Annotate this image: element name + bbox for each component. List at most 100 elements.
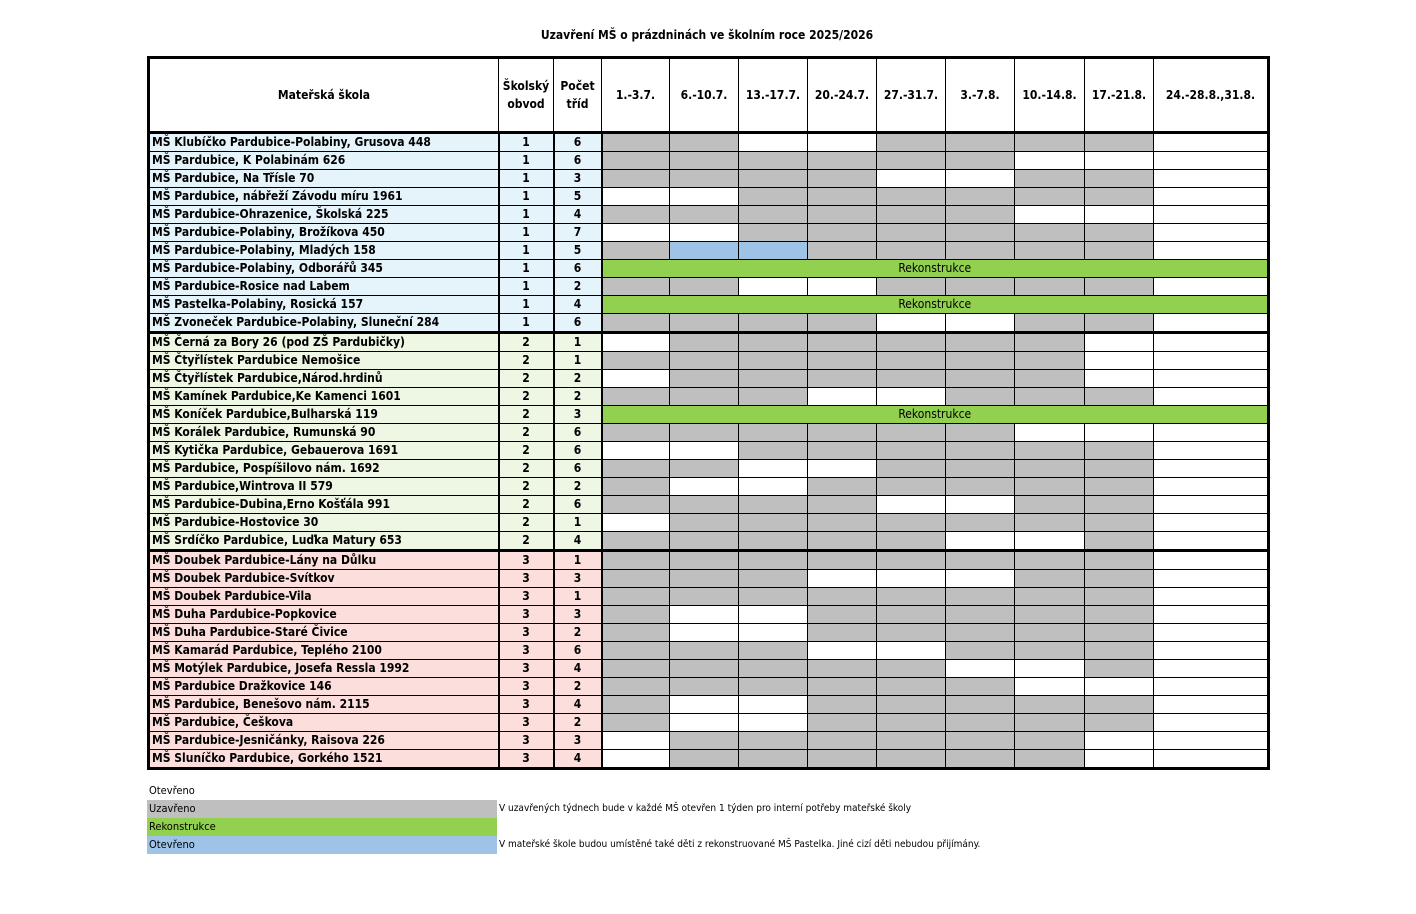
school-row: MŠ Kamínek Pardubice,Ke Kamenci 1601 2 2 [148, 387, 1269, 406]
week-cell [669, 641, 739, 660]
school-name: MŠ Pardubice-Dubina,Erno Košťála 991 [148, 495, 500, 514]
school-name: MŠ Černá za Bory 26 (pod ZŠ Pardubičky) [148, 331, 500, 352]
week-header: 10.-14.8. [1014, 57, 1085, 134]
week-cell [945, 587, 1015, 606]
week-cell [807, 169, 877, 188]
week-header: 24.-28.8.,31.8. [1153, 57, 1269, 134]
school-name: MŠ Doubek Pardubice-Lány na Důlku [148, 549, 500, 570]
class-count: 5 [553, 187, 603, 206]
school-name: MŠ Pardubice-Rosice nad Labem [148, 277, 500, 296]
week-cell [876, 205, 946, 224]
week-cell [945, 531, 1015, 551]
school-row: MŠ Pardubice, nábřeží Závodu míru 1961 1 5 [148, 187, 1269, 206]
week-cell [1153, 731, 1269, 750]
week-cell [1153, 531, 1269, 551]
week-cell [1153, 151, 1269, 170]
week-cell [669, 531, 739, 551]
week-cell [1014, 695, 1085, 714]
week-cell [601, 587, 670, 606]
week-cell [807, 313, 877, 333]
reconstruction-cell: Rekonstrukce [601, 295, 1269, 314]
week-cell [1153, 659, 1269, 678]
school-row: MŠ Pardubice, Češkova 3 2 [148, 713, 1269, 732]
week-cell [1084, 205, 1154, 224]
week-cell [1153, 477, 1269, 496]
week-cell [945, 441, 1015, 460]
week-cell [1014, 677, 1085, 696]
week-cell [1084, 131, 1154, 152]
week-cell [807, 731, 877, 750]
class-count: 3 [553, 169, 603, 188]
week-cell [1014, 459, 1085, 478]
week-cell [738, 713, 808, 732]
week-cell [1153, 131, 1269, 152]
week-cell [1084, 531, 1154, 551]
week-cell [669, 331, 739, 352]
school-row: MŠ Zvoneček Pardubice-Polabiny, Sluneční… [148, 313, 1269, 333]
reconstruction-cell: Rekonstrukce [601, 259, 1269, 278]
week-cell [1084, 423, 1154, 442]
week-cell [807, 695, 877, 714]
week-cell [1084, 241, 1154, 260]
school-row: MŠ Korálek Pardubice, Rumunská 90 2 6 [148, 423, 1269, 442]
school-name: MŠ Kamínek Pardubice,Ke Kamenci 1601 [148, 387, 500, 406]
class-count: 4 [553, 695, 603, 714]
class-count: 3 [553, 405, 603, 424]
week-cell [876, 713, 946, 732]
week-cell [1084, 605, 1154, 624]
week-cell [876, 623, 946, 642]
school-row: MŠ Pardubice-Hostovice 30 2 1 [148, 513, 1269, 532]
week-cell [945, 169, 1015, 188]
week-cell [1084, 459, 1154, 478]
week-cell [669, 369, 739, 388]
week-cell [1084, 549, 1154, 570]
week-cell [876, 695, 946, 714]
week-cell [1014, 277, 1085, 296]
week-cell [1084, 351, 1154, 370]
week-cell [876, 241, 946, 260]
week-cell [1153, 569, 1269, 588]
week-cell [945, 313, 1015, 333]
class-count: 6 [553, 495, 603, 514]
week-cell [1014, 549, 1085, 570]
week-cell [945, 387, 1015, 406]
school-name: MŠ Korálek Pardubice, Rumunská 90 [148, 423, 500, 442]
class-count: 2 [553, 677, 603, 696]
week-cell [1153, 331, 1269, 352]
week-cell [1014, 659, 1085, 678]
week-cell [945, 459, 1015, 478]
week-cell [876, 313, 946, 333]
week-cell [1014, 313, 1085, 333]
week-cell [1084, 331, 1154, 352]
week-cell [876, 423, 946, 442]
week-cell [1014, 641, 1085, 660]
week-cell [876, 749, 946, 769]
week-cell [1084, 151, 1154, 170]
class-count: 6 [553, 313, 603, 333]
week-cell [669, 713, 739, 732]
school-name: MŠ Motýlek Pardubice, Josefa Ressla 1992 [148, 659, 500, 678]
class-count: 4 [553, 749, 603, 769]
week-cell [738, 169, 808, 188]
class-count: 2 [553, 713, 603, 732]
week-cell [876, 331, 946, 352]
school-name: MŠ Pardubice-Ohrazenice, Školská 225 [148, 205, 500, 224]
week-cell [1014, 387, 1085, 406]
week-cell [1084, 695, 1154, 714]
week-cell [807, 223, 877, 242]
week-cell [945, 641, 1015, 660]
week-cell [1014, 241, 1085, 260]
school-row: MŠ Pastelka-Polabiny, Rosická 157 1 4 Rekon… [148, 295, 1269, 314]
school-name: MŠ Kytička Pardubice, Gebauerova 1691 [148, 441, 500, 460]
week-cell [601, 659, 670, 678]
week-cell [1153, 623, 1269, 642]
week-cell [738, 569, 808, 588]
school-name: MŠ Pardubice-Polabiny, Odborářů 345 [148, 259, 500, 278]
week-cell [876, 549, 946, 570]
week-cell [945, 713, 1015, 732]
week-cell [669, 677, 739, 696]
week-cell [945, 277, 1015, 296]
week-cell [876, 605, 946, 624]
week-cell [1153, 169, 1269, 188]
school-name: MŠ Pardubice, Pospíšilovo nám. 1692 [148, 459, 500, 478]
